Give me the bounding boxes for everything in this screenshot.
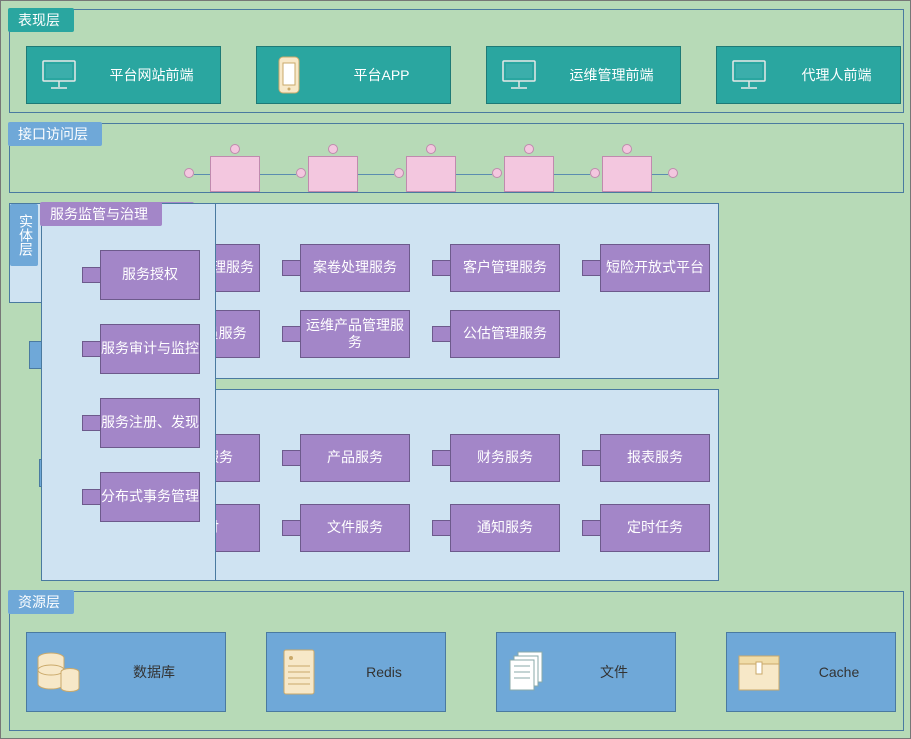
service-box: 案卷处理服务 (300, 244, 410, 292)
layer: 资源层数据库 Redis 文件 Cache (9, 591, 904, 731)
chain-node (308, 156, 358, 192)
service-item: 文件服务 (282, 504, 410, 552)
service-box: 短险开放式平台 (600, 244, 710, 292)
governance-service: 服务授权 (82, 250, 200, 300)
presentation-card: 代理人前端 (716, 46, 901, 104)
card-label: 运维管理前端 (543, 65, 680, 85)
card-label: 数据库 (83, 662, 225, 682)
card-label: 文件 (553, 662, 675, 682)
chain-node (406, 156, 456, 192)
layer-title: 接口访问层 (8, 122, 102, 146)
service-box: 服务授权 (100, 250, 200, 300)
service-item: 运维产品管理服务 (282, 310, 410, 358)
layer: 接口访问层 (9, 123, 904, 193)
service-box: 产品服务 (300, 434, 410, 482)
service-box: 服务注册、发现 (100, 398, 200, 448)
service-item: 财务服务 (432, 434, 560, 482)
monitor-icon (495, 58, 543, 92)
layer: 表现层平台网站前端 平台APP 运维管理前端 代理人前端 (9, 9, 904, 113)
service-box: 文件服务 (300, 504, 410, 552)
architecture-diagram: 表现层平台网站前端平台APP运维管理前端代理人前端接口访问层实体层业务服务层代理… (0, 0, 911, 739)
chain-node (504, 156, 554, 192)
server-icon (275, 648, 323, 696)
card-label: 平台APP (313, 65, 450, 85)
resource-card: Cache (726, 632, 896, 712)
layer-title: 资源层 (8, 590, 74, 614)
service-item: 报表服务 (582, 434, 710, 482)
service-item: 客户管理服务 (432, 244, 560, 292)
service-item: 通知服务 (432, 504, 560, 552)
service-item: 定时任务 (582, 504, 710, 552)
presentation-card: 运维管理前端 (486, 46, 681, 104)
service-box: 定时任务 (600, 504, 710, 552)
service-item: 短险开放式平台 (582, 244, 710, 292)
layer-title: 服务监管与治理 (40, 202, 162, 226)
card-label: 代理人前端 (773, 65, 900, 85)
service-item: 产品服务 (282, 434, 410, 482)
service-box: 通知服务 (450, 504, 560, 552)
governance-service: 服务注册、发现 (82, 398, 200, 448)
service-box: 运维产品管理服务 (300, 310, 410, 358)
presentation-card: 平台APP (256, 46, 451, 104)
presentation-card: 平台网站前端 (26, 46, 221, 104)
card-label: Cache (783, 664, 895, 680)
resource-card: 数据库 (26, 632, 226, 712)
service-box: 服务审计与监控 (100, 324, 200, 374)
monitor-icon (35, 58, 83, 92)
resource-card: Redis (266, 632, 446, 712)
layer: 服务监管与治理服务授权服务审计与监控服务注册、发现分布式事务管理 (41, 203, 216, 581)
layer-title: 实体层 (10, 204, 38, 266)
chain-node (602, 156, 652, 192)
service-box: 客户管理服务 (450, 244, 560, 292)
service-item: 公估管理服务 (432, 310, 560, 358)
monitor-icon (725, 58, 773, 92)
service-item: 案卷处理服务 (282, 244, 410, 292)
resource-card: 文件 (496, 632, 676, 712)
service-box: 报表服务 (600, 434, 710, 482)
box-icon (735, 652, 783, 692)
governance-service: 服务审计与监控 (82, 324, 200, 374)
layer-title: 表现层 (8, 8, 74, 32)
card-label: 平台网站前端 (83, 65, 220, 85)
card-label: Redis (323, 664, 445, 680)
service-box: 公估管理服务 (450, 310, 560, 358)
service-box: 财务服务 (450, 434, 560, 482)
files-icon (505, 650, 553, 694)
db-icon (35, 650, 83, 694)
service-box: 分布式事务管理 (100, 472, 200, 522)
governance-service: 分布式事务管理 (82, 472, 200, 522)
phone-icon (265, 55, 313, 95)
chain-node (210, 156, 260, 192)
